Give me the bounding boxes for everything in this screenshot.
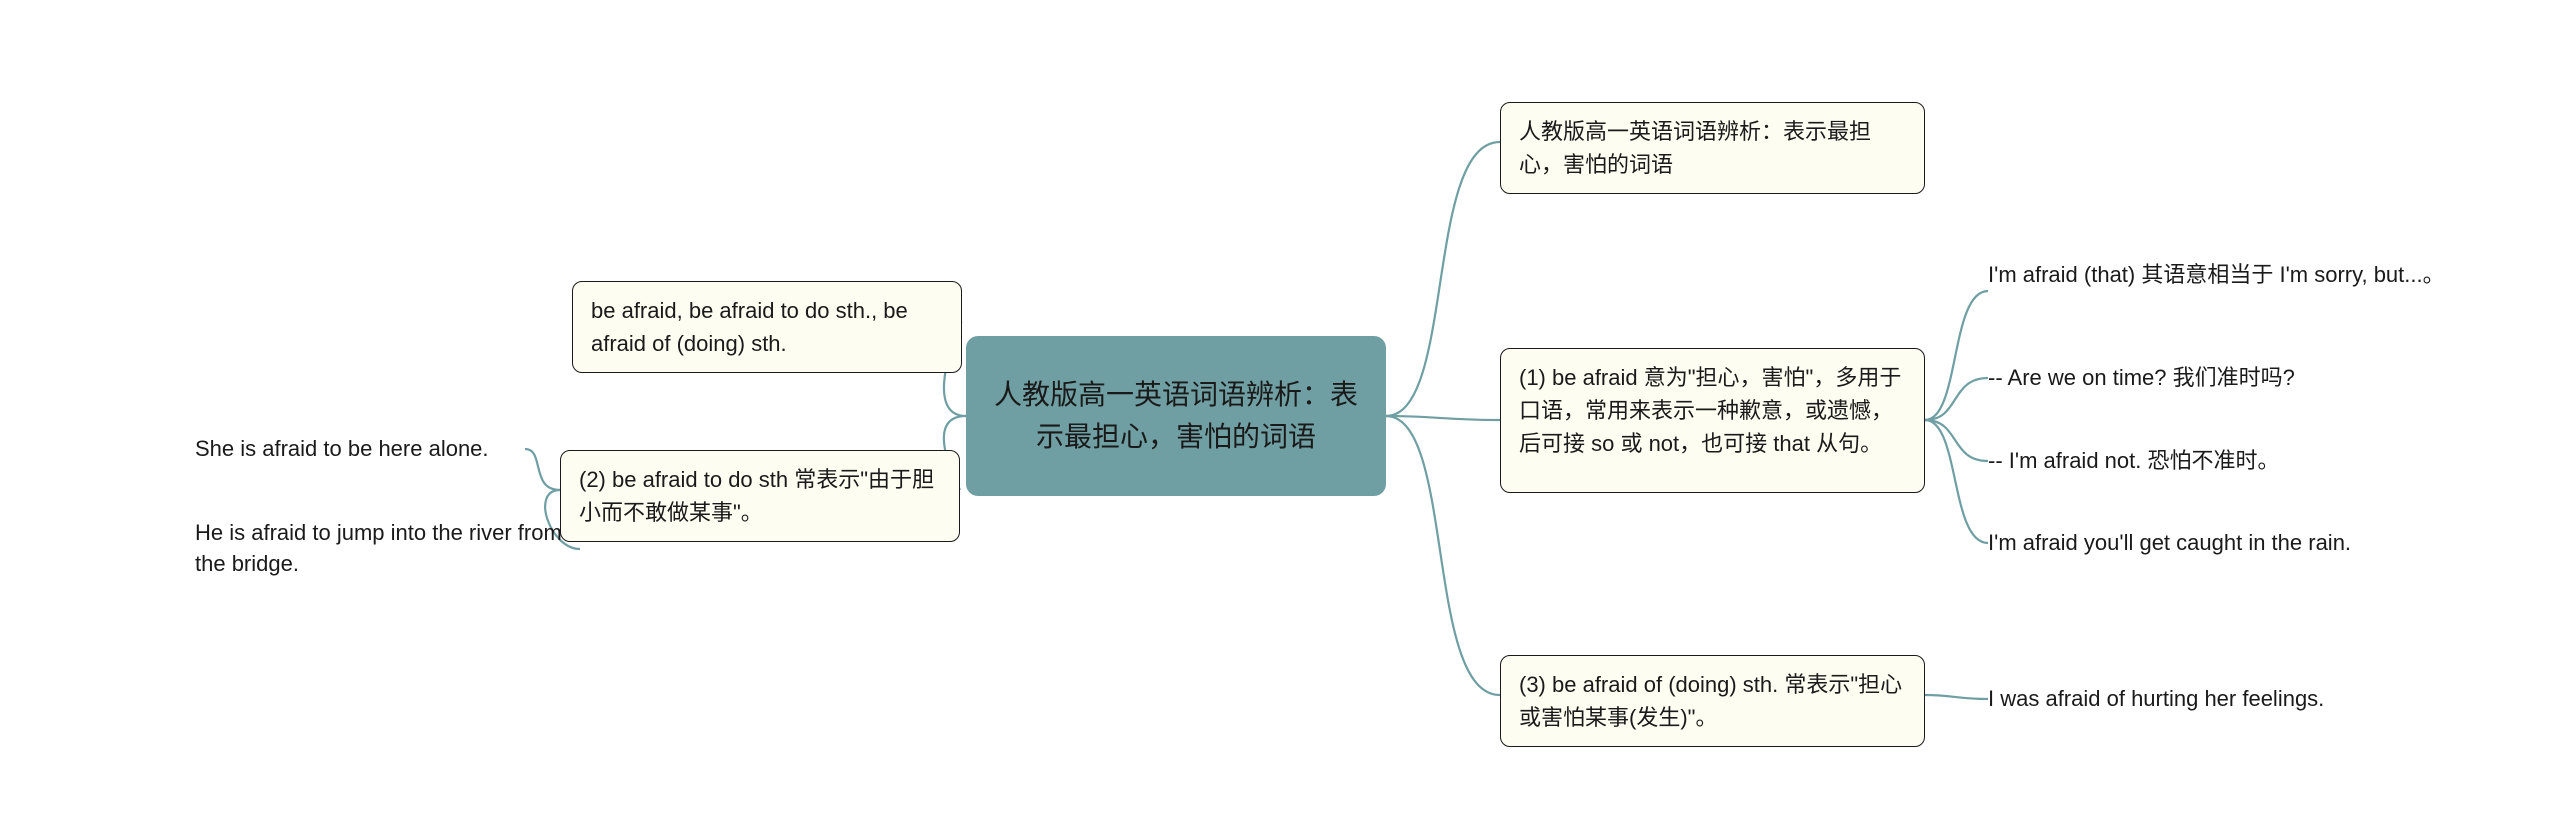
leaf-r-mid-3[interactable]: -- I'm afraid not. 恐怕不准时。	[1988, 446, 2448, 477]
branch-right-bottom-label: (3) be afraid of (doing) sth. 常表示"担心或害怕某…	[1519, 672, 1902, 730]
root-node[interactable]: 人教版高一英语词语辨析：表示最担心，害怕的词语	[966, 336, 1386, 496]
connector	[1386, 142, 1500, 416]
branch-left-bottom[interactable]: (2) be afraid to do sth 常表示"由于胆小而不敢做某事"。	[560, 450, 960, 542]
connector	[1925, 695, 1988, 699]
leaf-r-bot-1[interactable]: I was afraid of hurting her feelings.	[1988, 684, 2448, 715]
leaf-r-mid-2[interactable]: -- Are we on time? 我们准时吗?	[1988, 363, 2448, 394]
branch-right-mid-label: (1) be afraid 意为"担心，害怕"，多用于口语，常用来表示一种歉意，…	[1519, 365, 1901, 456]
leaf-r-mid-1[interactable]: I'm afraid (that) 其语意相当于 I'm sorry, but.…	[1988, 260, 2458, 291]
leaf-r-mid-2-label: -- Are we on time? 我们准时吗?	[1988, 365, 2295, 390]
branch-left-bottom-label: (2) be afraid to do sth 常表示"由于胆小而不敢做某事"。	[579, 467, 934, 525]
mindmap-canvas: 人教版高一英语词语辨析：表示最担心，害怕的词语 be afraid, be af…	[0, 0, 2560, 819]
branch-left-top-label: be afraid, be afraid to do sth., be afra…	[591, 298, 908, 356]
branch-right-mid[interactable]: (1) be afraid 意为"担心，害怕"，多用于口语，常用来表示一种歉意，…	[1500, 348, 1925, 493]
branch-left-top[interactable]: be afraid, be afraid to do sth., be afra…	[572, 281, 962, 373]
leaf-r-mid-4-label: I'm afraid you'll get caught in the rain…	[1988, 530, 2351, 555]
leaf-r-bot-1-label: I was afraid of hurting her feelings.	[1988, 686, 2324, 711]
leaf-l1-label: She is afraid to be here alone.	[195, 436, 489, 461]
connector	[1925, 420, 1988, 543]
branch-right-bottom[interactable]: (3) be afraid of (doing) sth. 常表示"担心或害怕某…	[1500, 655, 1925, 747]
leaf-r-mid-4[interactable]: I'm afraid you'll get caught in the rain…	[1988, 528, 2458, 559]
connector	[1925, 291, 1988, 420]
connector	[1925, 378, 1988, 420]
connector	[1925, 420, 1988, 461]
leaf-r-mid-3-label: -- I'm afraid not. 恐怕不准时。	[1988, 448, 2279, 473]
connector	[1386, 416, 1500, 420]
leaf-r-mid-1-label: I'm afraid (that) 其语意相当于 I'm sorry, but.…	[1988, 262, 2445, 287]
connector	[1386, 416, 1500, 695]
leaf-l1[interactable]: She is afraid to be here alone.	[195, 434, 555, 465]
leaf-l2[interactable]: He is afraid to jump into the river from…	[195, 518, 590, 580]
root-label: 人教版高一英语词语辨析：表示最担心，害怕的词语	[984, 374, 1368, 458]
branch-right-top-label: 人教版高一英语词语辨析：表示最担心，害怕的词语	[1519, 119, 1871, 177]
leaf-l2-label: He is afraid to jump into the river from…	[195, 520, 562, 576]
branch-right-top[interactable]: 人教版高一英语词语辨析：表示最担心，害怕的词语	[1500, 102, 1925, 194]
